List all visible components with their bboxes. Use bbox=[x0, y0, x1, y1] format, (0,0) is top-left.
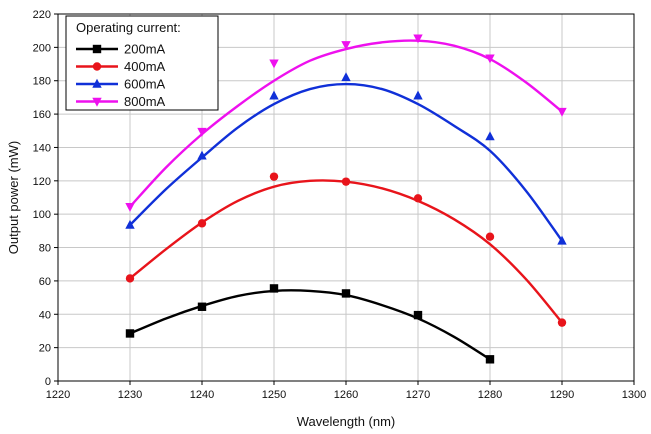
y-tick-label: 80 bbox=[39, 243, 51, 255]
series-400mA bbox=[125, 172, 567, 327]
legend-item: 800mA bbox=[76, 94, 166, 109]
series-600mA bbox=[125, 72, 567, 245]
data-point bbox=[125, 219, 135, 229]
y-tick-label: 200 bbox=[33, 42, 51, 54]
legend-label: 200mA bbox=[124, 42, 166, 57]
y-tick-label: 140 bbox=[33, 142, 51, 154]
legend-label: 600mA bbox=[124, 77, 166, 92]
data-point bbox=[197, 150, 207, 160]
data-point bbox=[557, 318, 567, 327]
data-point bbox=[341, 177, 351, 186]
x-tick-label: 1290 bbox=[550, 389, 574, 401]
data-point bbox=[485, 232, 495, 241]
data-point bbox=[413, 310, 423, 320]
y-tick-label: 100 bbox=[33, 209, 51, 221]
y-tick-label: 220 bbox=[33, 9, 51, 21]
data-point bbox=[269, 172, 279, 181]
x-tick-label: 1270 bbox=[406, 389, 430, 401]
y-tick-label: 0 bbox=[45, 376, 51, 388]
legend-label: 800mA bbox=[124, 94, 166, 109]
data-point bbox=[125, 274, 135, 283]
y-tick-label: 40 bbox=[39, 309, 51, 321]
legend-marker bbox=[92, 44, 102, 54]
data-point bbox=[341, 289, 351, 298]
legend-title: Operating current: bbox=[76, 20, 181, 35]
data-point bbox=[413, 34, 423, 44]
x-axis-title: Wavelength (nm) bbox=[297, 414, 396, 429]
x-tick-label: 1250 bbox=[262, 389, 286, 401]
y-axis-title: Output power (mW) bbox=[6, 141, 21, 254]
legend-items: 200mA 400mA 600mA 800mA bbox=[76, 42, 166, 109]
legend-item: 400mA bbox=[76, 59, 166, 74]
data-point bbox=[485, 54, 495, 64]
x-tick-label: 1300 bbox=[622, 389, 646, 401]
data-point bbox=[269, 59, 279, 69]
legend-marker bbox=[92, 62, 102, 71]
data-point bbox=[197, 127, 207, 137]
data-point bbox=[269, 90, 279, 100]
data-point bbox=[413, 194, 423, 203]
data-point bbox=[557, 235, 567, 245]
data-point bbox=[341, 72, 351, 82]
legend-label: 400mA bbox=[124, 59, 166, 74]
y-tick-label: 120 bbox=[33, 176, 51, 188]
legend-item: 200mA bbox=[76, 42, 166, 57]
series-800mA bbox=[125, 34, 567, 212]
data-point bbox=[557, 107, 567, 117]
series-layer bbox=[125, 34, 567, 364]
x-tick-label: 1280 bbox=[478, 389, 502, 401]
y-tick-label: 180 bbox=[33, 76, 51, 88]
data-point bbox=[125, 202, 135, 212]
data-point bbox=[125, 329, 135, 338]
data-point bbox=[485, 355, 495, 364]
legend-item: 600mA bbox=[76, 77, 166, 92]
y-tick-label: 20 bbox=[39, 343, 51, 355]
legend-marker bbox=[92, 78, 102, 88]
y-tick-label: 160 bbox=[33, 109, 51, 121]
ticks: 1220 1230 1240 1250 1260 1270 1280 1290 1300 0 20 4… bbox=[33, 9, 647, 401]
y-tick-label: 60 bbox=[39, 276, 51, 288]
x-tick-label: 1260 bbox=[334, 389, 358, 401]
legend-marker bbox=[92, 97, 102, 107]
x-tick-label: 1230 bbox=[118, 389, 142, 401]
x-tick-label: 1240 bbox=[190, 389, 214, 401]
data-point bbox=[197, 219, 207, 228]
data-point bbox=[341, 41, 351, 51]
series-200mA bbox=[125, 284, 495, 364]
data-point bbox=[485, 131, 495, 141]
legend: Operating current: 200mA 400mA 600mA 800mA bbox=[65, 15, 219, 111]
fit-curve bbox=[129, 289, 491, 361]
data-point bbox=[413, 90, 423, 100]
data-point bbox=[197, 302, 207, 311]
x-tick-label: 1220 bbox=[46, 389, 70, 401]
legend-box bbox=[65, 15, 219, 111]
data-point bbox=[269, 284, 279, 293]
